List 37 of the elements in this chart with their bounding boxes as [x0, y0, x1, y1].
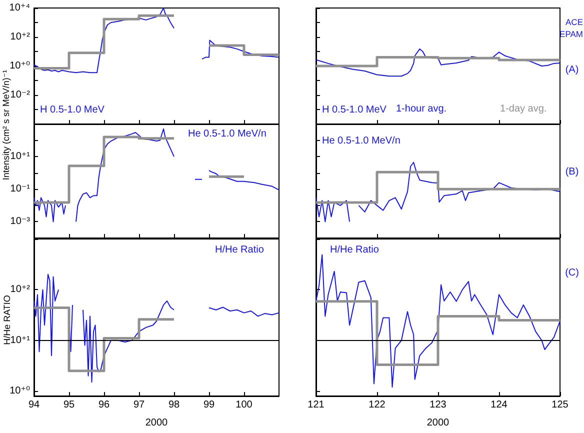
y-axis-title: H/He RATIO [2, 295, 12, 345]
x-tick-label: 98 [168, 400, 180, 410]
y-tick-label: 10⁺¹ [10, 151, 31, 162]
x-tick-label: 97 [133, 400, 145, 410]
y-tick-label: 10⁺⁰ [10, 60, 30, 72]
y-tick-label: 10⁻² [10, 90, 31, 100]
annotation: H 0.5-1.0 MeV [40, 104, 105, 116]
y-tick-label: 10⁺⁰ [10, 386, 30, 397]
annotation: He 0.5-1.0 MeV/n [322, 136, 400, 146]
x-tick-label: 96 [98, 400, 110, 410]
y-tick-label: 10⁺² [10, 32, 31, 42]
x-tick-label: 123 [430, 400, 447, 410]
x-axis-title: 2000 [145, 418, 168, 428]
x-tick-label: 124 [490, 400, 508, 410]
annotation: H 0.5-1.0 MeV [322, 104, 387, 116]
text: (C) [565, 268, 579, 278]
x-tick-label: 94 [28, 400, 40, 410]
text: (A) [565, 64, 579, 76]
x-tick-label: 100 [236, 400, 253, 410]
annotation: He 0.5-1.0 MeV/n [188, 128, 266, 140]
y-tick-label: 10⁻¹ [10, 184, 31, 195]
x-tick-label: 99 [203, 400, 215, 410]
y-tick-label: 10⁺² [10, 284, 31, 296]
annotation: H/He Ratio [330, 244, 380, 256]
text: 1-hour avg. [396, 104, 447, 114]
y-tick-label: 10⁻³ [10, 216, 31, 228]
x-tick-label: 125 [552, 400, 569, 410]
x-tick-label: 122 [368, 400, 386, 410]
x-tick-label: 121 [308, 400, 325, 410]
annotation: H/He Ratio [215, 244, 264, 256]
y-axis-title: Intensity (cm² s sr MeV/n)⁻¹ [1, 70, 11, 180]
y-tick-label: 10⁺¹ [10, 334, 31, 346]
y-tick-label: 10⁺⁴ [9, 2, 30, 14]
x-axis-title: 2000 [426, 418, 450, 428]
text: (B) [565, 166, 579, 178]
x-tick-label: 95 [63, 400, 75, 410]
text: 1-day avg. [500, 104, 547, 114]
